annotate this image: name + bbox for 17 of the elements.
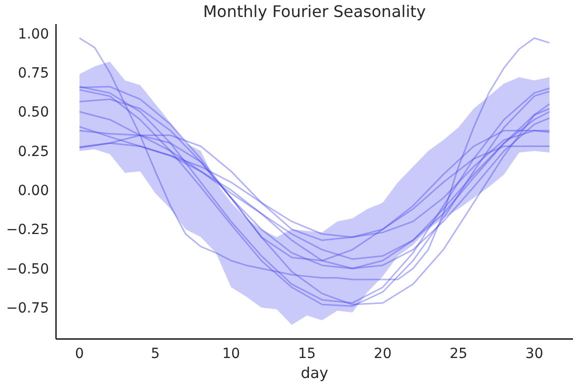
x-tick-label: 20 [374, 346, 392, 362]
x-tick-label: 0 [75, 346, 84, 362]
y-tick-label: 0.50 [18, 104, 49, 121]
x-axis-title: day [300, 364, 328, 382]
y-tick-label: −0.50 [6, 261, 49, 278]
y-tick-label: −0.25 [6, 222, 49, 238]
y-tick-label: −0.75 [6, 300, 49, 317]
chart-title: Monthly Fourier Seasonality [203, 2, 426, 21]
x-tick-label: 30 [525, 346, 544, 362]
y-tick-label: 1.00 [18, 26, 49, 42]
x-tick-label: 5 [150, 346, 160, 362]
x-tick-label: 25 [450, 346, 468, 362]
y-tick-label: 0.00 [18, 183, 49, 200]
y-tick-label: 0.25 [18, 144, 49, 160]
y-tick-label: 0.75 [18, 65, 49, 82]
x-tick-label: 15 [298, 346, 316, 362]
x-tick-label: 10 [222, 346, 240, 362]
